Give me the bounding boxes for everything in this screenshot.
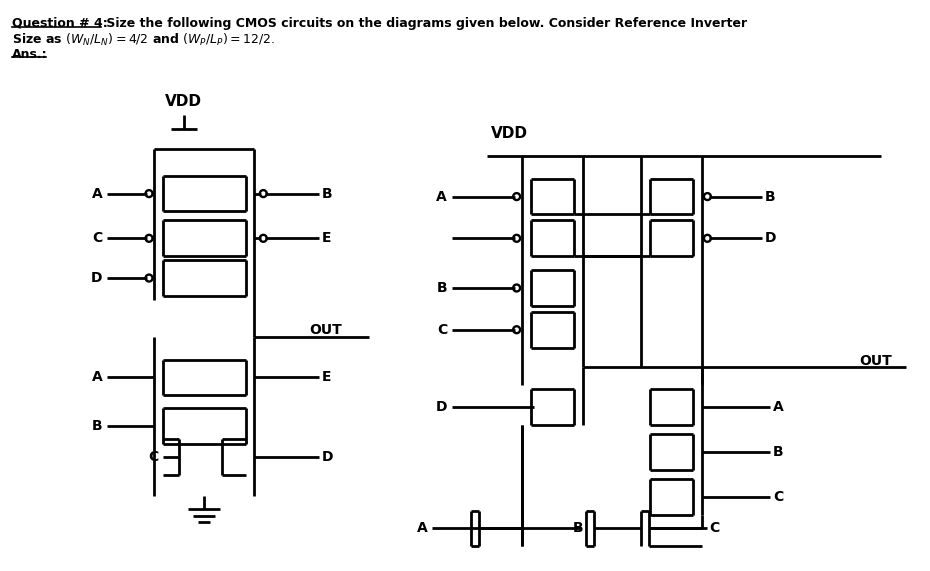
Text: A: A <box>91 371 102 384</box>
Text: A: A <box>773 400 784 414</box>
Text: Question # 4:: Question # 4: <box>12 17 108 30</box>
Text: VDD: VDD <box>491 126 528 141</box>
Text: Ans.:: Ans.: <box>12 47 47 61</box>
Text: B: B <box>92 419 102 433</box>
Text: D: D <box>435 400 447 414</box>
Text: A: A <box>417 521 427 536</box>
Text: VDD: VDD <box>166 94 203 109</box>
Text: C: C <box>773 489 783 504</box>
Text: C: C <box>437 323 447 337</box>
Text: E: E <box>322 231 331 246</box>
Text: B: B <box>773 445 784 459</box>
Text: B: B <box>573 521 583 536</box>
Text: A: A <box>436 190 447 204</box>
Text: B: B <box>765 190 776 204</box>
Text: Size the following CMOS circuits on the diagrams given below. Consider Reference: Size the following CMOS circuits on the … <box>102 17 748 30</box>
Text: C: C <box>710 521 720 536</box>
Text: E: E <box>322 371 331 384</box>
Text: B: B <box>322 187 333 200</box>
Text: D: D <box>322 450 334 464</box>
Text: C: C <box>92 231 102 246</box>
Text: Size as $(W_N/L_N) = 4/2$ and $(W_P/L_P) = 12/2.$: Size as $(W_N/L_N) = 4/2$ and $(W_P/L_P)… <box>12 31 274 48</box>
Text: D: D <box>91 271 102 285</box>
Text: C: C <box>149 450 159 464</box>
Text: D: D <box>765 231 777 246</box>
Text: B: B <box>436 281 447 295</box>
Text: OUT: OUT <box>309 323 341 337</box>
Text: A: A <box>91 187 102 200</box>
Text: OUT: OUT <box>859 353 892 368</box>
